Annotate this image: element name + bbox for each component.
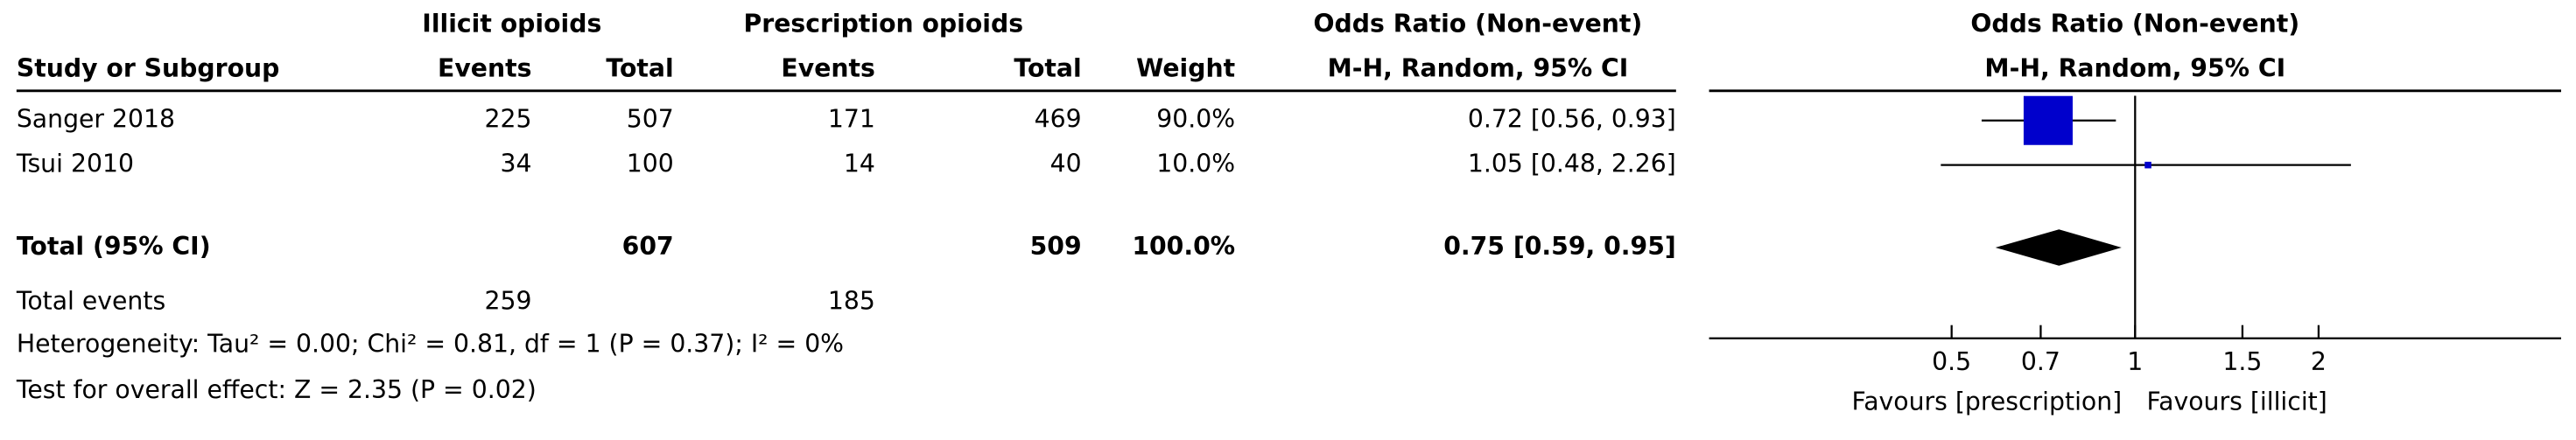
overall-effect: Test for overall effect: Z = 2.35 (P = 0… — [16, 375, 537, 404]
total-diamond — [1995, 229, 2122, 266]
group-header: Illicit opioids — [422, 9, 601, 38]
x-tick-label: 0.7 — [2021, 347, 2060, 376]
total-events-cell: Total events — [16, 286, 165, 315]
cell: 10.0% — [1156, 150, 1235, 178]
column-header: Events — [781, 53, 874, 82]
cell: 469 — [1035, 105, 1082, 134]
column-header: Weight — [1136, 53, 1235, 82]
heterogeneity: Heterogeneity: Tau² = 0.00; Chi² = 0.81,… — [17, 329, 844, 358]
favours-right: Favours [illicit] — [2146, 387, 2327, 416]
column-header: Total — [606, 53, 673, 82]
x-tick-label: 1 — [2127, 347, 2143, 376]
total-cell: 0.75 [0.59, 0.95] — [1443, 232, 1676, 261]
cell: 507 — [627, 105, 674, 134]
cell: 0.72 [0.56, 0.93] — [1468, 105, 1676, 134]
group-header: Odds Ratio (Non-event) — [1314, 9, 1643, 38]
x-tick-label: 0.5 — [1932, 347, 1971, 376]
study-square — [2023, 95, 2073, 145]
study-name: Sanger 2018 — [17, 105, 175, 134]
total-cell: 509 — [1030, 232, 1082, 261]
total-events-cell: 185 — [828, 286, 875, 315]
cell: 1.05 [0.48, 2.26] — [1468, 150, 1676, 178]
cell: 225 — [484, 105, 531, 134]
total-events-cell: 259 — [484, 286, 531, 315]
favours-left: Favours [prescription] — [1852, 387, 2123, 416]
total-cell: Total (95% CI) — [17, 232, 211, 261]
column-header: Study or Subgroup — [17, 53, 280, 82]
cell: 34 — [500, 150, 531, 178]
column-header: Total — [1014, 53, 1081, 82]
plot-title: Odds Ratio (Non-event) — [1970, 9, 2299, 38]
cell: 171 — [828, 105, 875, 134]
cell: 14 — [844, 150, 875, 178]
total-cell: 607 — [622, 232, 674, 261]
column-header: Events — [438, 53, 531, 82]
study-name: Tsui 2010 — [16, 150, 134, 178]
cell: 90.0% — [1156, 105, 1235, 134]
x-tick-label: 1.5 — [2222, 347, 2262, 376]
plot-subtitle: M-H, Random, 95% CI — [1984, 53, 2285, 82]
study-square — [2144, 161, 2151, 169]
column-header: M-H, Random, 95% CI — [1328, 53, 1629, 82]
total-cell: 100.0% — [1132, 232, 1235, 261]
cell: 40 — [1050, 150, 1082, 178]
cell: 100 — [627, 150, 674, 178]
x-tick-label: 2 — [2311, 347, 2327, 376]
group-header: Prescription opioids — [744, 9, 1024, 38]
